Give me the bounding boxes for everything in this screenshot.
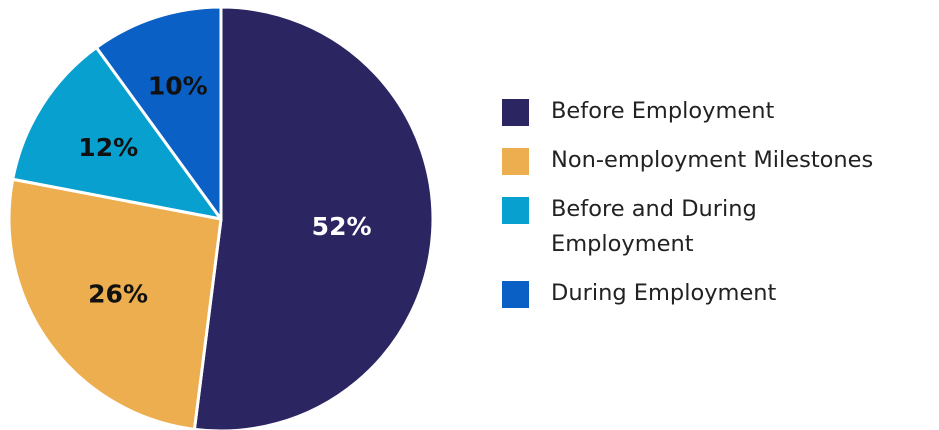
legend-item-before-employment: Before Employment [502, 94, 932, 129]
legend-swatch-before-and-during-employment [502, 197, 529, 224]
legend-item-non-employment-milestones: Non-employment Milestones [502, 143, 932, 178]
slice-label-before-employment: 52% [312, 212, 372, 241]
legend-swatch-non-employment-milestones [502, 148, 529, 175]
legend-label-during-employment: During Employment [551, 280, 777, 306]
pie-slice-non-employment-milestones [7, 177, 223, 430]
legend: Before Employment Non-employment Milesto… [502, 94, 932, 311]
legend-label-before-employment: Before Employment [551, 98, 775, 124]
pie-plot-area: 52% 26% 12% 10% [7, 5, 435, 430]
legend-swatch-during-employment [502, 281, 529, 308]
legend-item-during-employment: During Employment [502, 276, 932, 311]
legend-item-before-and-during-employment: Before and During Employment [502, 192, 932, 262]
slice-label-before-and-during-employment: 12% [78, 133, 138, 162]
legend-label-before-and-during-employment: Before and During Employment [551, 196, 757, 257]
pie-slice-before-employment [192, 5, 435, 430]
legend-label-non-employment-milestones: Non-employment Milestones [551, 147, 874, 173]
legend-swatch-before-employment [502, 99, 529, 126]
slice-label-non-employment-milestones: 26% [88, 279, 148, 308]
slice-label-during-employment: 10% [148, 71, 208, 100]
pie-slice-before-and-during-employment [11, 45, 223, 221]
pie-slice-during-employment [94, 5, 223, 221]
